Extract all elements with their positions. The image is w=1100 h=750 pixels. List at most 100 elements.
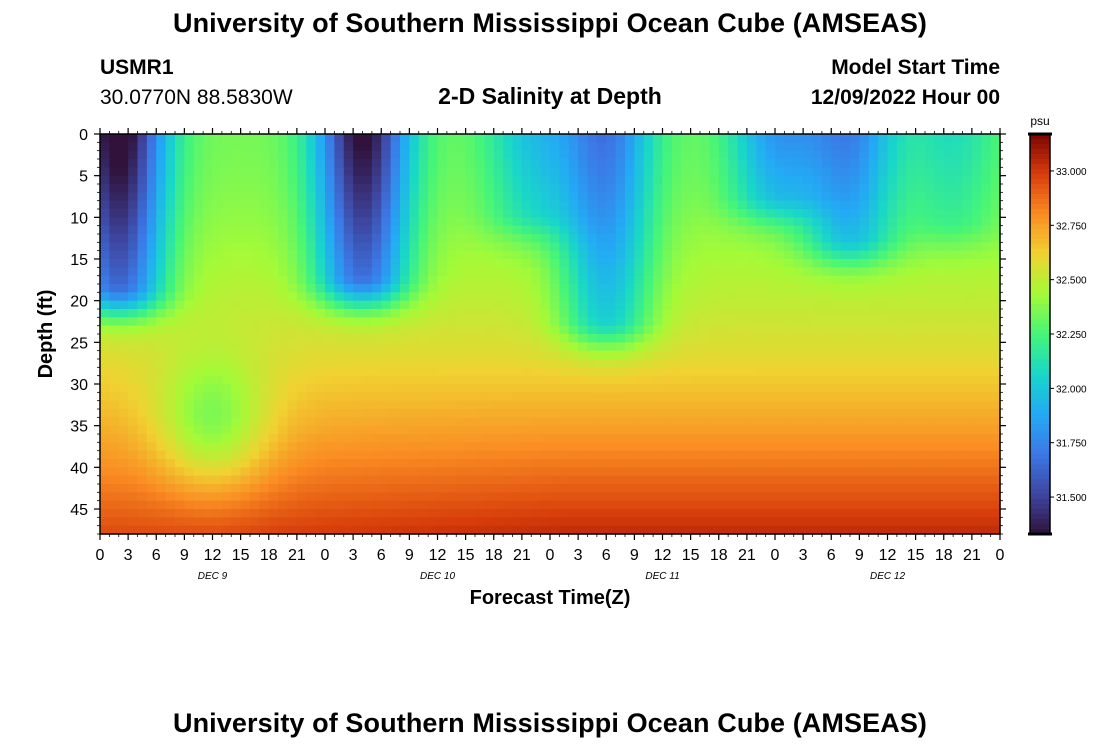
heatmap-cell <box>390 184 401 193</box>
heatmap-cell <box>587 409 598 418</box>
heatmap-cell <box>671 309 682 318</box>
heatmap-cell <box>381 350 392 360</box>
heatmap-cell <box>925 517 935 527</box>
heatmap-cell <box>212 184 223 193</box>
heatmap-cell <box>728 442 739 452</box>
heatmap-cell <box>493 525 504 535</box>
heatmap-cell <box>718 434 729 443</box>
heatmap-cell <box>437 409 448 418</box>
heatmap-cell <box>775 167 785 177</box>
heatmap-cell <box>540 392 551 402</box>
heatmap-cell <box>887 309 898 318</box>
heatmap-cell <box>118 475 129 485</box>
heatmap-cell <box>803 350 814 360</box>
heatmap-cell <box>718 150 729 160</box>
heatmap-cell <box>971 392 982 402</box>
heatmap-cell <box>306 375 317 385</box>
heatmap-cell <box>240 417 251 427</box>
heatmap-cell <box>418 234 429 243</box>
y-tick-label: 15 <box>70 252 88 269</box>
heatmap-cell <box>184 142 195 152</box>
heatmap-cell <box>831 342 842 352</box>
heatmap-cell <box>240 184 251 193</box>
heatmap-cell <box>250 275 260 285</box>
heatmap-cell <box>409 142 420 152</box>
heatmap-cell <box>709 250 720 260</box>
heatmap-cell <box>428 434 439 443</box>
heatmap-cell <box>128 442 139 452</box>
heatmap-cell <box>953 250 964 260</box>
heatmap-cell <box>803 525 814 535</box>
heatmap-cell <box>296 442 307 452</box>
heatmap-cell <box>962 509 973 518</box>
heatmap-cell <box>146 250 157 260</box>
heatmap-cell <box>325 434 335 443</box>
heatmap-cell <box>925 242 935 252</box>
heatmap-cell <box>906 342 917 352</box>
heatmap-cell <box>353 150 364 160</box>
heatmap-cell <box>812 409 823 418</box>
heatmap-cell <box>859 525 870 535</box>
heatmap-cell <box>606 434 617 443</box>
heatmap-cell <box>634 392 645 402</box>
heatmap-cell <box>990 375 1001 385</box>
heatmap-cell <box>437 450 448 460</box>
heatmap-cell <box>540 200 551 210</box>
heatmap-cell <box>465 350 476 360</box>
heatmap-cell <box>962 300 973 310</box>
heatmap-cell <box>409 367 420 377</box>
heatmap-cell <box>568 300 579 310</box>
heatmap-cell <box>268 442 279 452</box>
heatmap-cell <box>925 325 935 335</box>
heatmap-cell <box>400 159 410 168</box>
heatmap-cell <box>615 317 626 327</box>
heatmap-cell <box>503 150 514 160</box>
heatmap-cell <box>643 250 654 260</box>
heatmap-cell <box>203 175 214 185</box>
heatmap-cell <box>578 284 589 293</box>
heatmap-cell <box>100 350 110 360</box>
heatmap-cell <box>456 234 467 243</box>
heatmap-cell <box>175 475 185 485</box>
heatmap-cell <box>971 409 982 418</box>
y-tick-label: 30 <box>70 377 88 394</box>
heatmap-cell <box>146 150 157 160</box>
heatmap-cell <box>831 167 842 177</box>
heatmap-cell <box>859 192 870 202</box>
heatmap-cell <box>325 400 335 410</box>
heatmap-cell <box>587 484 598 493</box>
heatmap-cell <box>418 150 429 160</box>
heatmap-cell <box>850 234 860 243</box>
heatmap-cell <box>896 459 907 468</box>
heatmap-cell <box>278 300 289 310</box>
heatmap-cell <box>512 134 523 143</box>
heatmap-cell <box>287 334 298 343</box>
heatmap-cell <box>671 367 682 377</box>
heatmap-cell <box>184 300 195 310</box>
heatmap-cell <box>681 342 692 352</box>
heatmap-cell <box>146 284 157 293</box>
heatmap-cell <box>990 442 1001 452</box>
heatmap-cell <box>306 517 317 527</box>
heatmap-cell <box>428 492 439 502</box>
heatmap-cell <box>137 242 148 252</box>
heatmap-cell <box>915 184 926 193</box>
heatmap-cell <box>100 425 110 435</box>
heatmap-cell <box>137 367 148 377</box>
heatmap-cell <box>531 275 542 285</box>
heatmap-cell <box>643 467 654 477</box>
heatmap-cell <box>812 267 823 277</box>
heatmap-cell <box>203 367 214 377</box>
heatmap-cell <box>193 167 204 177</box>
heatmap-cell <box>821 217 832 227</box>
heatmap-cell <box>878 159 889 168</box>
heatmap-cell <box>634 184 645 193</box>
heatmap-cell <box>943 175 954 185</box>
heatmap-cell <box>568 384 579 393</box>
heatmap-cell <box>371 309 382 318</box>
heatmap-cell <box>681 384 692 393</box>
heatmap-cell <box>475 342 485 352</box>
heatmap-cell <box>540 267 551 277</box>
heatmap-cell <box>850 142 860 152</box>
heatmap-cell <box>746 467 757 477</box>
